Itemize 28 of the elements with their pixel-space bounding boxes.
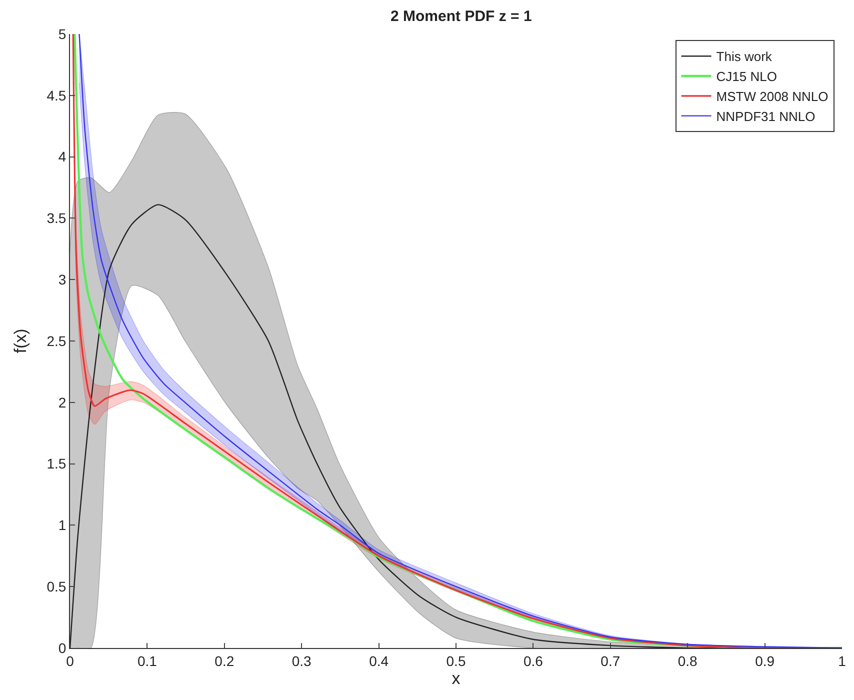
x-tick-label: 0.5 [446,652,466,669]
x-axis-title: x [452,669,461,688]
y-tick-label: 3 [58,272,66,288]
x-tick-label: 0.3 [292,652,312,669]
x-tick-label: 0.4 [369,652,389,669]
y-tick-label: 0 [58,640,66,656]
legend-label: NNPDF31 NNLO [716,108,816,124]
y-tick-label: 5 [58,26,66,42]
y-tick-label: 1 [58,517,66,534]
x-tick-label: 0.1 [137,652,158,669]
x-tick-label: 0.7 [600,652,620,669]
y-tick-label: 0.5 [46,578,66,594]
y-tick-label: 1.5 [46,456,66,472]
legend-label: CJ15 NLO [716,69,777,84]
y-tick-label: 2.5 [46,332,66,349]
chart-title: 2 Moment PDF z = 1 [390,8,532,25]
y-tick-label: 3.5 [46,210,66,226]
y-tick-label: 4.5 [46,87,66,104]
x-tick-label: 0.2 [214,652,234,669]
y-axis-title: f(x) [11,328,30,354]
legend-label: This work [716,49,772,64]
x-tick-label: 0.6 [523,652,544,669]
x-tick-label: 1 [838,652,846,669]
y-tick-label: 2 [58,394,66,410]
x-tick-label: 0.9 [755,652,775,669]
y-tick-label: 4 [58,148,66,165]
legend-label: MSTW 2008 NNLO [716,88,828,104]
x-tick-label: 0.8 [678,652,698,669]
